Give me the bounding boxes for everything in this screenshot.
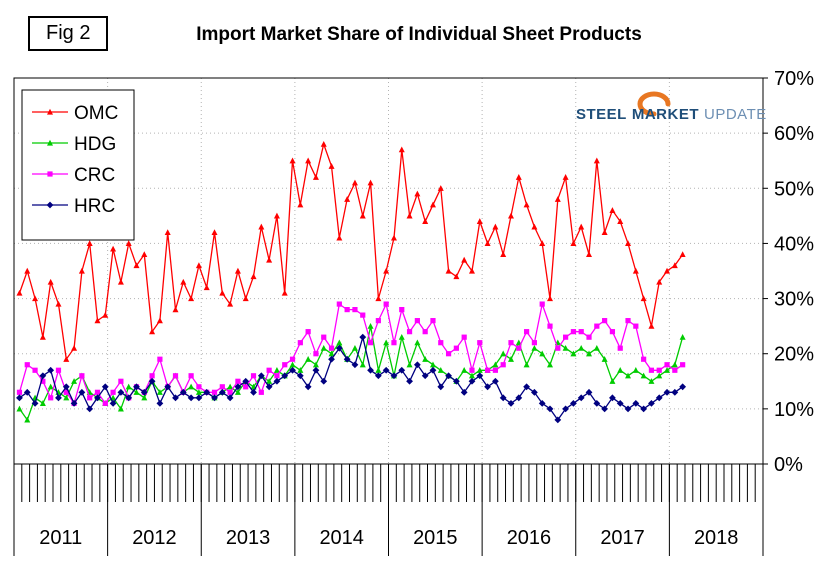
series-line-HDG	[18, 325, 684, 422]
smu-logo: STEEL MARKET UPDATE	[576, 91, 766, 128]
legend-label-HDG: HDG	[74, 134, 116, 155]
y-axis-tick-label: 0%	[774, 454, 803, 476]
series-CRC	[16, 301, 686, 406]
series-HDG	[16, 322, 686, 423]
smu-logo-text: STEEL MARKET UPDATE	[576, 106, 767, 124]
y-axis-tick-label: 30%	[774, 289, 814, 311]
series-HRC	[16, 333, 687, 424]
x-axis-month-ticks	[13, 464, 764, 502]
x-axis-year-label: 2016	[507, 527, 552, 549]
x-axis-year-label: 2018	[694, 527, 739, 549]
legend: OMC HDG CRC HRC	[21, 89, 135, 241]
legend-item-HRC: HRC	[32, 196, 115, 217]
smu-logo-update: UPDATE	[704, 106, 767, 123]
series-OMC	[16, 140, 686, 362]
y-axis-tick-label: 10%	[774, 399, 814, 421]
x-axis-year-ticks	[13, 464, 764, 556]
legend-label-OMC: OMC	[74, 103, 118, 124]
chart-title: Import Market Share of Individual Sheet …	[196, 24, 642, 45]
x-axis-year-label: 2015	[413, 527, 458, 549]
y-axis-tick-label: 40%	[774, 233, 814, 255]
y-axis-tick-label: 50%	[774, 178, 814, 200]
smu-logo-market: MARKET	[631, 106, 700, 123]
x-axis-year-label: 2012	[132, 527, 177, 549]
x-axis-year-label: 2014	[319, 527, 364, 549]
figure-label: Fig 2	[28, 16, 109, 51]
x-axis-year-label: 2013	[226, 527, 271, 549]
legend-item-HDG: HDG	[32, 134, 116, 155]
y-axis-tick-label: 70%	[774, 68, 814, 90]
x-axis-year-label: 2017	[600, 527, 645, 549]
smu-logo-steel: STEEL	[576, 106, 627, 123]
y-axis-tick-label: 20%	[774, 344, 814, 366]
y-axis-tick-label: 60%	[774, 123, 814, 145]
x-axis-year-labels: 2011 2012 2013 2014 2015 2016 2017 2018	[39, 527, 738, 549]
legend-label-CRC: CRC	[74, 165, 115, 186]
x-axis-year-label: 2011	[39, 527, 82, 549]
y-axis-labels: 0% 10% 20% 30% 40% 50% 60% 70%	[763, 68, 814, 476]
series-line-OMC	[18, 141, 684, 361]
legend-item-OMC: OMC	[32, 103, 118, 124]
smu-logo-swoosh-icon	[637, 91, 671, 116]
legend-item-CRC: CRC	[32, 165, 115, 186]
legend-label-HRC: HRC	[74, 196, 115, 217]
